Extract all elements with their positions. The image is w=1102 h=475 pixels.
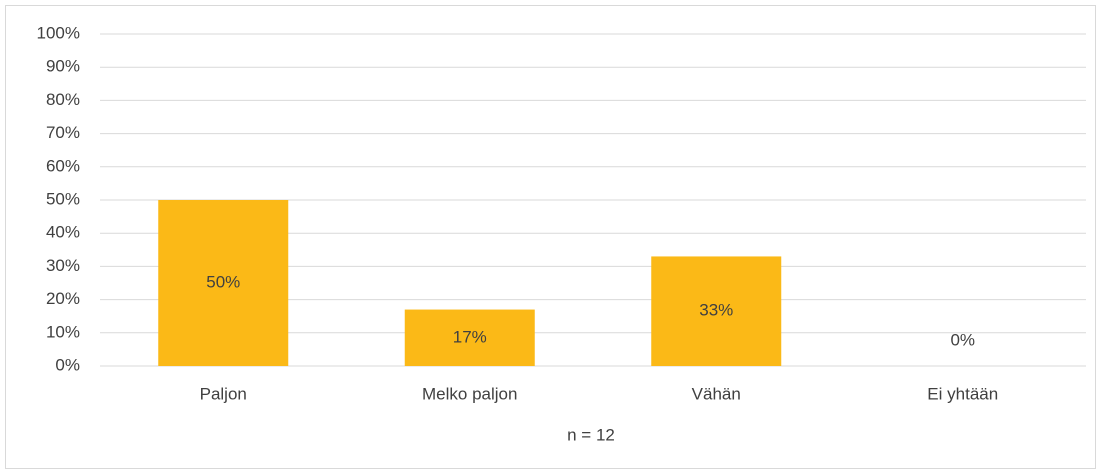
y-tick-label: 30% xyxy=(46,256,80,275)
y-tick-label: 50% xyxy=(46,189,80,208)
y-tick-label: 70% xyxy=(46,123,80,142)
y-tick-label: 80% xyxy=(46,90,80,109)
y-tick-label: 20% xyxy=(46,289,80,308)
data-label: 0% xyxy=(950,330,975,349)
bar xyxy=(158,200,289,366)
y-tick-label: 60% xyxy=(46,156,80,175)
y-tick-label: 0% xyxy=(55,355,80,374)
x-tick-label: Ei yhtään xyxy=(927,384,998,403)
x-axis-label: n = 12 xyxy=(567,425,615,444)
bar xyxy=(404,309,535,366)
data-label: 17% xyxy=(453,327,487,346)
data-label: 33% xyxy=(699,301,733,320)
x-tick-label: Vähän xyxy=(692,384,741,403)
y-tick-label: 90% xyxy=(46,57,80,76)
data-label: 50% xyxy=(206,272,240,291)
x-tick-label: Melko paljon xyxy=(422,384,517,403)
y-tick-label: 100% xyxy=(37,23,80,42)
y-tick-label: 10% xyxy=(46,322,80,341)
bar xyxy=(651,256,782,366)
y-tick-label: 40% xyxy=(46,223,80,242)
x-tick-label: Paljon xyxy=(200,384,247,403)
